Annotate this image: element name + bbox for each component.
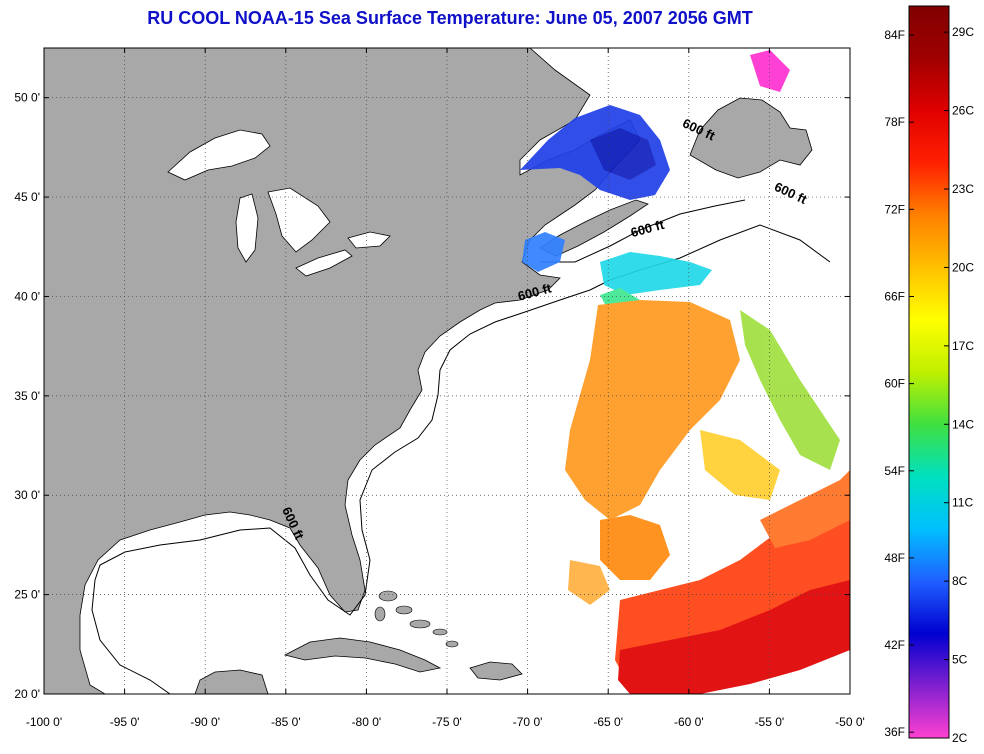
colorbar-celsius-label: 8C [952,574,968,588]
lon-tick-label: -80 0' [352,715,382,729]
colorbar [908,5,950,739]
lon-tick-label: -75 0' [432,715,462,729]
colorbar-celsius-label: 5C [952,653,968,667]
colorbar-fahrenheit-label: 78F [884,115,905,129]
sst-satellite-data [520,50,850,694]
colorbar-fahrenheit-label: 60F [884,377,905,391]
lake-superior [167,129,271,181]
colorbar-celsius-label: 20C [952,260,974,274]
colorbar-fahrenheit-labels: 84F 78F 72F 66F 60F 54F 48F 42F 36F [884,28,914,739]
hispaniola-land [469,661,523,681]
longitude-axis: -100 0' -95 0' -90 0' -85 0' -80 0' -75 0' -70… [26,48,865,729]
colorbar-celsius-label: 14C [952,417,974,431]
lat-tick-label: 20 0' [14,687,40,701]
lon-tick-label: -100 0' [26,715,62,729]
lat-tick-label: 40 0' [14,289,40,303]
lat-tick-label: 30 0' [14,488,40,502]
lon-tick-label: -90 0' [190,715,220,729]
colorbar-celsius-label: 29C [952,25,974,39]
nova-scotia-land [539,199,649,257]
lon-tick-label: -95 0' [110,715,140,729]
colorbar-fahrenheit-label: 66F [884,289,905,303]
colorbar-celsius-label: 2C [952,731,968,745]
lon-tick-label: -65 0' [593,715,623,729]
lon-tick-label: -70 0' [513,715,543,729]
colorbar-celsius-label: 26C [952,104,974,118]
map-content [44,48,850,694]
isobath-gulf-south [91,579,171,694]
map-title: RU COOL NOAA-15 Sea Surface Temperature:… [147,8,753,28]
bahamas-islands [374,590,459,648]
colorbar-fahrenheit-label: 36F [884,725,905,739]
newfoundland-land [689,97,813,179]
lon-tick-label: -50 0' [835,715,865,729]
lon-tick-label: -55 0' [755,715,785,729]
yucatan-land [194,669,269,694]
colorbar-celsius-labels: 29C 26C 23C 20C 17C 14C 11C 8C 5C 2C [944,25,974,745]
lat-tick-label: 25 0' [14,588,40,602]
lat-tick-label: 45 0' [14,190,40,204]
colorbar-fahrenheit-label: 54F [884,464,905,478]
colorbar-fahrenheit-label: 84F [884,28,905,42]
cuba-land [283,637,442,673]
colorbar-celsius-label: 17C [952,339,974,353]
lat-tick-label: 50 0' [14,91,40,105]
colorbar-fahrenheit-label: 42F [884,638,905,652]
lake-michigan [235,193,259,263]
latitude-axis: 50 0' 45 0' 40 0' 35 0' 30 0' 25 0' 20 0' [14,91,850,701]
lake-huron [267,187,331,253]
lon-tick-label: -85 0' [271,715,301,729]
colorbar-celsius-label: 23C [952,182,974,196]
colorbar-fahrenheit-label: 72F [884,202,905,216]
colorbar-fahrenheit-label: 48F [884,551,905,565]
lon-tick-label: -60 0' [674,715,704,729]
colorbar-celsius-label: 11C [952,496,973,510]
isobath-nova-scotia [540,199,746,263]
lat-tick-label: 35 0' [14,389,40,403]
lake-erie [295,249,353,277]
